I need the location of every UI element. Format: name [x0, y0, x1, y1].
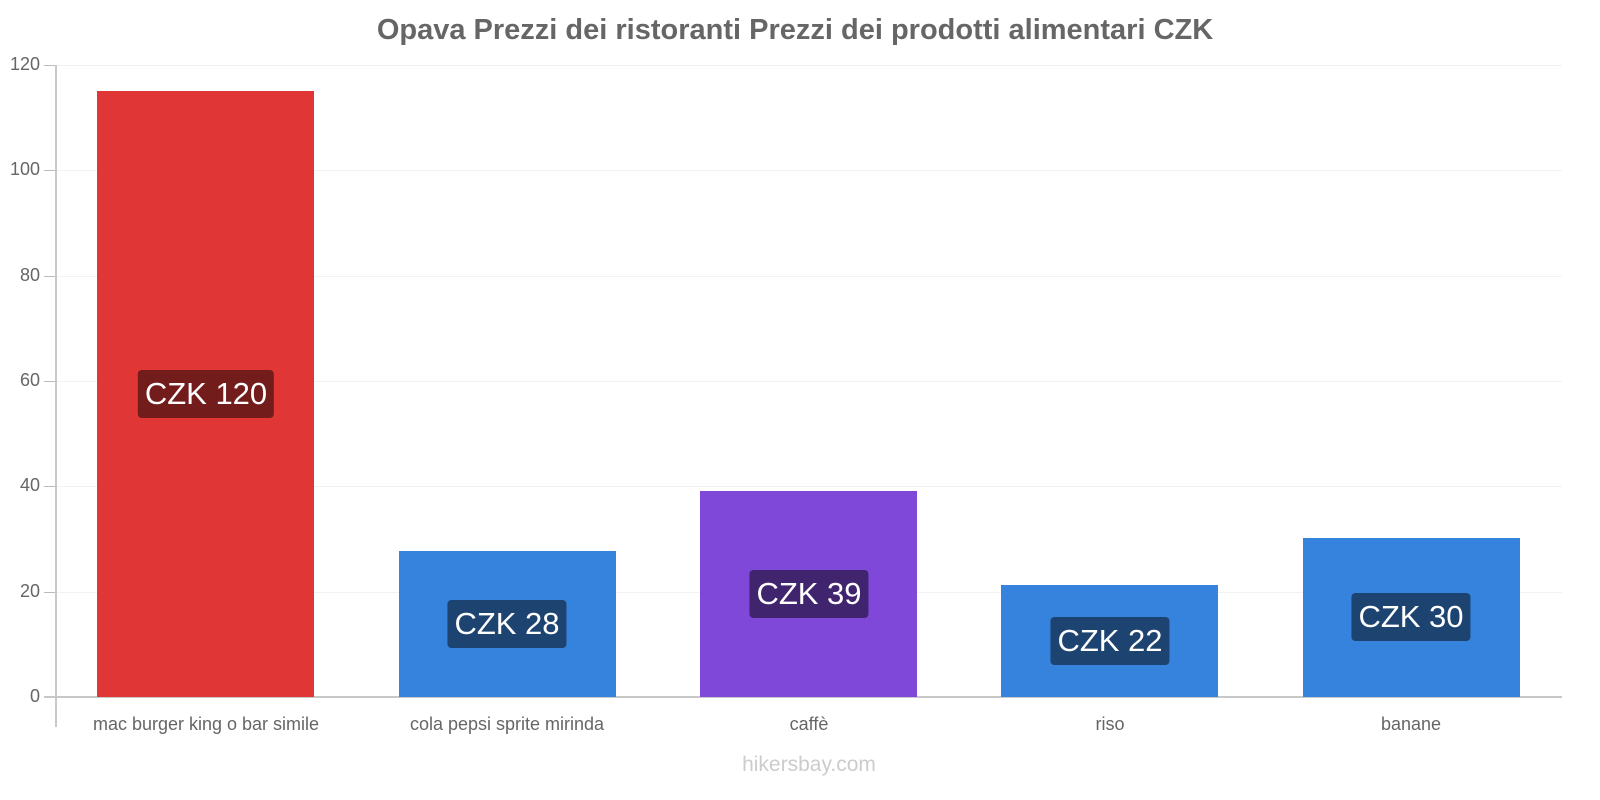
y-tick-mark: [44, 592, 55, 593]
y-tick-label: 0: [29, 686, 40, 706]
y-tick-label: 20: [19, 581, 40, 601]
x-tick-label: cola pepsi sprite mirinda: [409, 714, 605, 734]
data-label: CZK 28: [447, 600, 567, 648]
y-tick-mark: [44, 486, 55, 487]
gridline: [56, 486, 1562, 487]
y-tick-mark: [44, 170, 55, 171]
gridline: [56, 170, 1562, 171]
data-label: CZK 120: [137, 370, 275, 418]
data-label: CZK 22: [1050, 617, 1170, 665]
y-tick-label: 80: [19, 265, 40, 285]
watermark: hikersbay.com: [742, 753, 876, 776]
y-tick-label: 100: [9, 159, 40, 179]
y-tick-label: 120: [9, 54, 40, 74]
x-tick-label: riso: [1095, 714, 1125, 734]
y-tick-label: 40: [19, 475, 40, 495]
x-tick-label: caffè: [789, 714, 829, 734]
gridline: [56, 276, 1562, 277]
y-tick-mark: [44, 65, 55, 66]
data-label: CZK 39: [749, 570, 869, 618]
data-label: CZK 30: [1351, 593, 1471, 641]
chart-title: Opava Prezzi dei ristoranti Prezzi dei p…: [376, 14, 1214, 46]
x-tick-label: banane: [1380, 714, 1442, 734]
gridline: [56, 381, 1562, 382]
y-tick-mark: [44, 381, 55, 382]
x-tick-label: mac burger king o bar simile: [92, 714, 320, 734]
y-tick-label: 60: [19, 370, 40, 390]
y-tick-mark: [44, 276, 55, 277]
x-axis: [44, 696, 1562, 698]
gridline: [56, 65, 1562, 66]
y-axis: [55, 65, 57, 727]
